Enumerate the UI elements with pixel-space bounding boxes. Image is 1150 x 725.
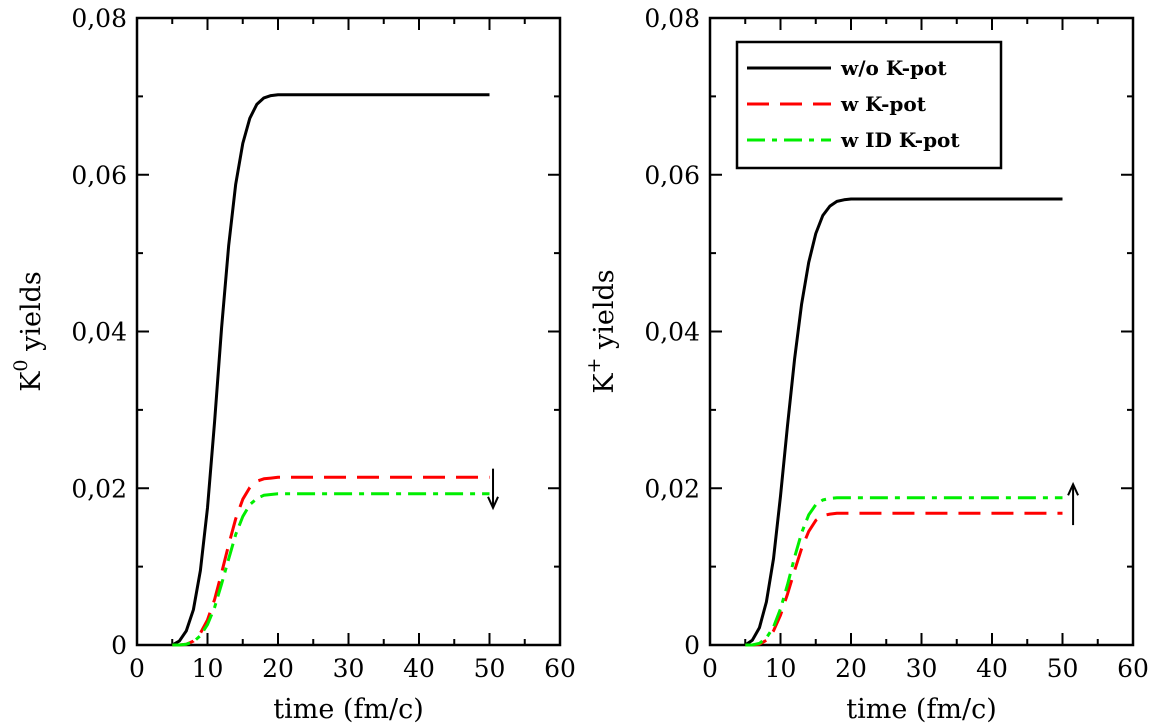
chart-panel-2: 0 10 20 30 40 50 60 0 0,02 0,04 0,06 0,08 time (fm/c… bbox=[583, 4, 1149, 725]
y-tick-label: 0,06 bbox=[71, 161, 127, 190]
y-axis-title-superscript: 0 bbox=[10, 359, 32, 371]
x-tick-label: 30 bbox=[333, 654, 365, 683]
series-line-2 bbox=[745, 511, 1063, 647]
y-axis-title-superscript: + bbox=[583, 358, 605, 374]
y-tick-label: 0,02 bbox=[644, 474, 700, 503]
y-tick-label: 0,08 bbox=[644, 4, 700, 33]
x-tick-label: 30 bbox=[906, 654, 938, 683]
y-axis-title: K0 yields bbox=[10, 271, 47, 392]
y-axis-title: K+ yields bbox=[583, 269, 620, 393]
series-line-2 bbox=[172, 475, 490, 647]
x-tick-label: 40 bbox=[403, 654, 435, 683]
x-tick-label: 10 bbox=[765, 654, 797, 683]
series-line-1 bbox=[171, 93, 490, 647]
x-tick-label: 60 bbox=[1117, 654, 1149, 683]
y-tick-label: 0 bbox=[111, 631, 127, 660]
y-axis-title-rest: yields bbox=[589, 269, 620, 357]
y-tick-label: 0,02 bbox=[71, 474, 127, 503]
legend-label: w ID K-pot bbox=[840, 128, 960, 152]
x-tick-label: 20 bbox=[835, 654, 867, 683]
legend-label: w/o K-pot bbox=[840, 56, 947, 80]
y-tick-label: 0,04 bbox=[644, 318, 700, 347]
y-tick-label: 0 bbox=[684, 631, 700, 660]
plot-frame bbox=[135, 16, 562, 647]
series-line-1 bbox=[744, 197, 1063, 647]
y-axis-title-main: K bbox=[16, 371, 47, 392]
chart-panel-1: 0 10 20 30 40 50 60 0 0,02 0,04 0,06 0,08 time (fm/c… bbox=[10, 4, 576, 725]
arrow-annotation bbox=[487, 468, 499, 511]
x-tick-label: 60 bbox=[544, 654, 576, 683]
y-axis-title-rest: yields bbox=[16, 271, 47, 359]
y-axis-title-main: K bbox=[589, 373, 620, 394]
series-line-3 bbox=[745, 496, 1063, 647]
x-tick-label: 20 bbox=[262, 654, 294, 683]
x-tick-label: 10 bbox=[192, 654, 224, 683]
x-tick-label: 0 bbox=[129, 654, 145, 683]
x-axis-title: time (fm/c) bbox=[273, 694, 424, 725]
x-tick-label: 0 bbox=[702, 654, 718, 683]
x-axis-title: time (fm/c) bbox=[846, 694, 997, 725]
series-line-3 bbox=[172, 492, 490, 647]
x-tick-label: 40 bbox=[976, 654, 1008, 683]
x-tick-label: 50 bbox=[1047, 654, 1079, 683]
legend: w/o K-pot w K-pot w ID K-pot bbox=[735, 40, 1003, 170]
arrow-annotation bbox=[1067, 481, 1079, 526]
y-tick-label: 0,04 bbox=[71, 318, 127, 347]
y-tick-label: 0,08 bbox=[71, 4, 127, 33]
x-tick-label: 50 bbox=[474, 654, 506, 683]
y-tick-label: 0,06 bbox=[644, 161, 700, 190]
legend-label: w K-pot bbox=[840, 92, 927, 116]
